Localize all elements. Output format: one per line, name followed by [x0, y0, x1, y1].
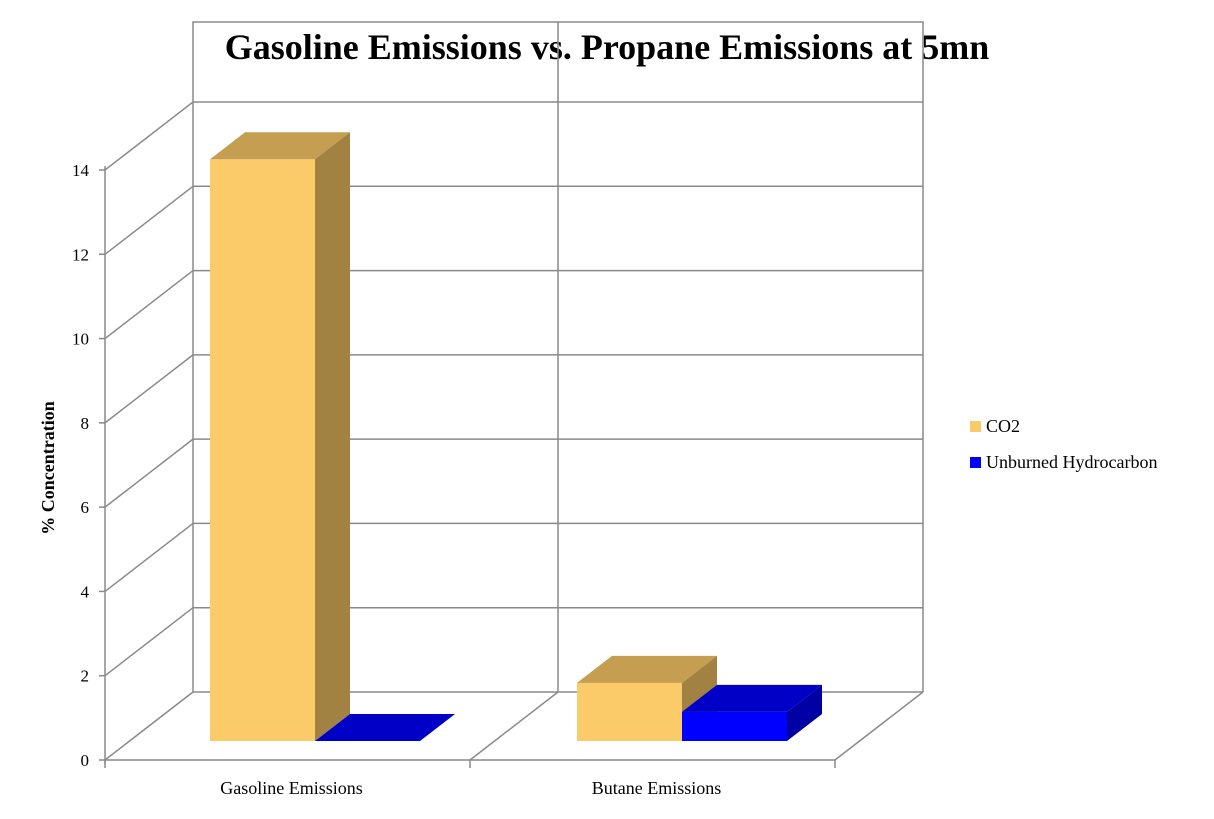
legend-label: CO2 — [986, 416, 1021, 436]
gridline-side — [104, 691, 194, 761]
bar-front — [210, 159, 315, 741]
legend-swatch — [970, 421, 981, 432]
x-category-label: Butane Emissions — [592, 778, 722, 798]
gridline-side — [104, 607, 194, 677]
x-category-label: Gasoline Emissions — [220, 778, 363, 798]
y-tick-label: 8 — [81, 414, 90, 433]
y-tick-label: 14 — [72, 161, 90, 180]
y-tick-label: 10 — [72, 330, 89, 349]
bar-top — [315, 714, 455, 741]
bar-side — [787, 684, 822, 741]
bar-top — [210, 132, 350, 160]
gridline-side — [104, 522, 194, 593]
bar-co2-1 — [210, 132, 350, 741]
bar-unburned-hydrocarbon-2 — [682, 684, 822, 741]
bar-unburned-hydrocarbon-1 — [315, 714, 455, 741]
bar-co2-2 — [577, 655, 717, 741]
bar-top — [682, 684, 822, 712]
y-tick-label: 2 — [81, 667, 90, 686]
x-axis-categories: Gasoline Emissions Butane Emissions — [104, 760, 836, 798]
chart-bars — [210, 132, 822, 741]
gridline-side — [104, 269, 194, 340]
bar-top — [577, 655, 717, 683]
floor-divider — [469, 691, 559, 761]
y-tick-label: 4 — [81, 582, 90, 601]
chart-title: Gasoline Emissions vs. Propane Emissions… — [224, 27, 990, 67]
y-tick-label: 0 — [81, 751, 90, 770]
gridline-side — [104, 438, 194, 508]
legend-item: CO2 — [970, 416, 1157, 437]
legend-swatch — [970, 457, 981, 468]
y-axis-ticks: 0 2 4 6 8 10 12 14 — [72, 161, 105, 770]
y-tick-label: 6 — [81, 498, 90, 517]
bar-front — [577, 682, 682, 741]
bar-front — [682, 711, 787, 741]
legend-item: Unburned Hydrocarbon — [970, 452, 1157, 473]
chart-legend: CO2 Unburned Hydrocarbon — [970, 416, 1157, 488]
bar-side — [315, 132, 350, 741]
gridline-side — [104, 185, 194, 255]
y-tick-label: 12 — [72, 245, 89, 264]
y-axis-title: % Concentration — [38, 401, 58, 535]
floor-right-edge — [834, 691, 924, 761]
gridline-side — [104, 354, 194, 424]
legend-label: Unburned Hydrocarbon — [986, 452, 1158, 472]
gridline-side — [104, 101, 194, 171]
